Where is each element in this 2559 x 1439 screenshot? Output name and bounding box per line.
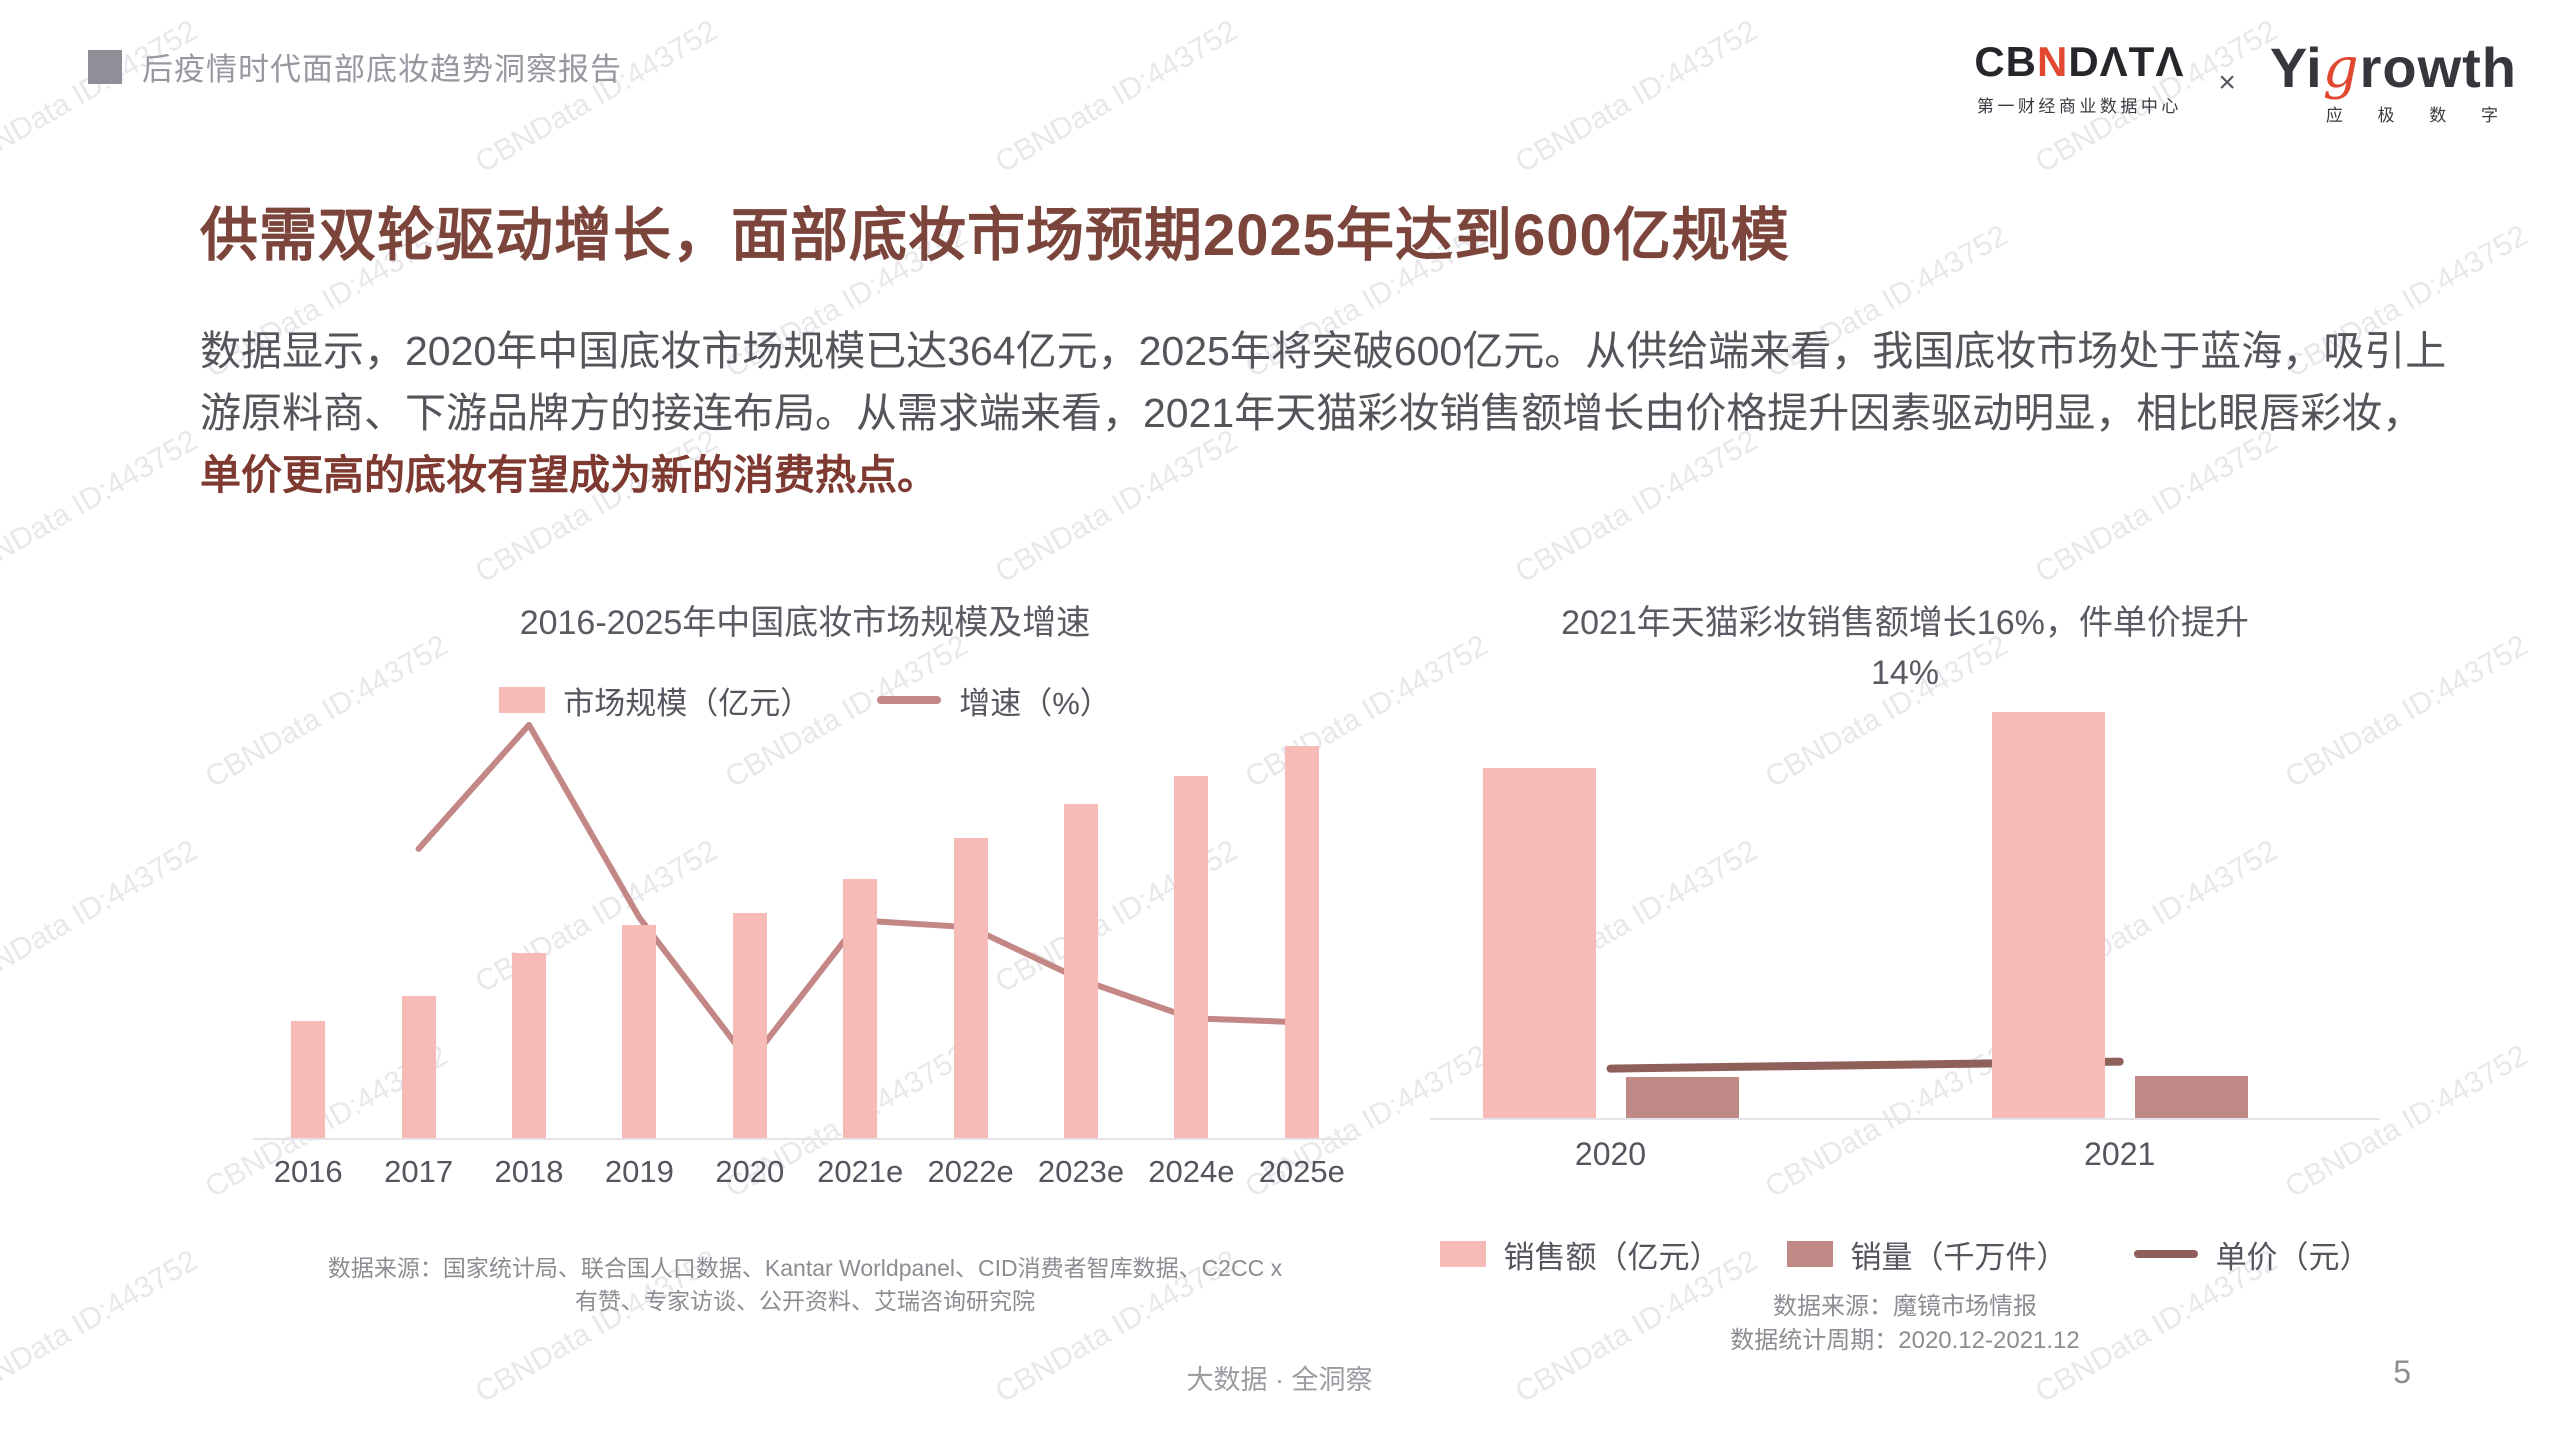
report-title: 后疫情时代面部底妆趋势洞察报告 — [142, 52, 622, 87]
market-size-bar — [1284, 746, 1319, 1138]
x-axis-label: 2022e — [927, 1154, 1014, 1189]
market-size-chart: 2016-2025年中国底妆市场规模及增速 市场规模（亿元） 增速（%） 201… — [253, 598, 1357, 1318]
volume-bar — [1625, 1077, 1739, 1118]
chart-title-line: 2021年天猫彩妆销售额增长16%，件单价提升 — [1561, 604, 2249, 642]
growth-rate-legend-swatch — [877, 696, 942, 704]
volume-legend-swatch — [1786, 1241, 1833, 1267]
footer-slogan: 大数据 · 全洞察 — [1186, 1365, 1373, 1395]
market-size-bar — [512, 953, 546, 1138]
sales-legend-swatch — [1439, 1241, 1486, 1267]
market-size-bar — [1174, 776, 1209, 1138]
market-size-bar — [843, 879, 878, 1138]
x-axis-label: 2023e — [1037, 1154, 1125, 1189]
data-source-line: 有赞、专家访谈、公开资料、艾瑞咨询研究院 — [575, 1288, 1035, 1314]
data-source-line: 数据来源：国家统计局、联合国人口数据、Kantar Worldpanel、CID… — [327, 1255, 1283, 1281]
market-size-bar — [401, 996, 436, 1138]
legend-label: 增速（%） — [959, 685, 1111, 721]
yigrowth-logo: Yigrowth 应 极 数 字 — [2270, 38, 2517, 126]
market-size-legend-swatch — [499, 687, 546, 713]
legend-label: 市场规模（亿元） — [563, 685, 812, 721]
watermark-text: CBNData ID:443752 — [0, 13, 204, 180]
body-highlight-text: 单价更高的底妆有望成为新的消费热点。 — [200, 452, 938, 498]
page-title: 供需双轮驱动增长，面部底妆市场预期2025年达到600亿规模 — [200, 203, 1790, 268]
chart-title: 2016-2025年中国底妆市场规模及增速 — [519, 604, 1091, 642]
header-square-icon — [88, 49, 122, 84]
data-source: 数据来源：魔镜市场情报 数据统计周期：2020.12-2021.12 — [1430, 1290, 2380, 1358]
sales-bar — [1991, 712, 2105, 1118]
logo-x-separator: × — [2218, 66, 2236, 99]
x-axis-label: 2018 — [494, 1154, 564, 1189]
watermark-text: CBNData ID:443752 — [469, 13, 724, 180]
chart-legend: 市场规模（亿元） 增速（%） — [253, 680, 1357, 721]
chart-title: 2021年天猫彩妆销售额增长16%，件单价提升 14% — [1430, 598, 2380, 698]
logo-group: CBNDΛTΛ 第一财经商业数据中心 × Yigrowth 应 极 数 字 — [1974, 38, 2517, 126]
plot-area — [253, 720, 1357, 1140]
x-axis-label: 2021e — [817, 1154, 904, 1189]
page-number: 5 — [2393, 1354, 2411, 1390]
body-text: 数据显示，2020年中国底妆市场规模已达364亿元，2025年将突破600亿元。… — [200, 328, 2447, 436]
x-axis-label: 2017 — [384, 1154, 454, 1189]
chart-title-line: 14% — [1870, 654, 1940, 692]
x-axis-labels: 2020 2021 — [1430, 1136, 2380, 1184]
market-size-bar — [291, 1021, 326, 1138]
data-source-line: 数据统计周期：2020.12-2021.12 — [1730, 1327, 2080, 1354]
x-axis-label: 2016 — [273, 1154, 343, 1189]
x-axis-label: 2024e — [1148, 1154, 1235, 1189]
legend-label: 销售额（亿元） — [1503, 1239, 1721, 1275]
price-legend-swatch — [2133, 1250, 2198, 1258]
market-size-bar — [622, 925, 657, 1138]
market-size-bar — [953, 838, 988, 1138]
sales-bar — [1482, 768, 1596, 1118]
x-axis-label: 2019 — [604, 1154, 674, 1189]
watermark-text: CBNData ID:443752 — [0, 833, 204, 1000]
legend-label: 销量（千万件） — [1850, 1239, 2068, 1275]
cbndata-subtitle: 第一财经商业数据中心 — [1976, 97, 2182, 116]
yigrowth-wordmark: Yigrowth — [2269, 36, 2517, 101]
watermark-text: CBNData ID:443752 — [989, 13, 1244, 180]
x-axis-labels: 2016 2017 2018 2019 2020 2021e 2022e 2023e 2024e… — [253, 1154, 1357, 1190]
legend-label: 单价（元） — [2215, 1239, 2371, 1275]
header: 后疫情时代面部底妆趋势洞察报告 — [88, 44, 622, 89]
watermark-text: CBNData ID:443752 — [1509, 13, 1764, 180]
market-size-bar — [732, 913, 767, 1138]
data-source-line: 数据来源：魔镜市场情报 — [1773, 1293, 2037, 1320]
x-axis-label: 2020 — [715, 1154, 785, 1189]
data-source: 数据来源：国家统计局、联合国人口数据、Kantar Worldpanel、CID… — [253, 1252, 1357, 1318]
x-axis-label: 2025e — [1258, 1154, 1345, 1189]
yigrowth-subtitle: 应 极 数 字 — [2325, 106, 2513, 125]
chart-legend: 销售额（亿元） 销量（千万件） 单价（元） — [1430, 1234, 2380, 1275]
watermark-text: CBNData ID:443752 — [0, 423, 204, 590]
cbndata-logo: CBNDΛTΛ 第一财经商业数据中心 — [1974, 38, 2184, 117]
volume-bar — [2134, 1076, 2248, 1118]
plot-area — [1430, 700, 2380, 1120]
x-axis-label: 2021 — [2084, 1136, 2156, 1172]
body-paragraph: 数据显示，2020年中国底妆市场规模已达364亿元，2025年将突破600亿元。… — [200, 320, 2462, 506]
cbndata-wordmark: CBNDΛTΛ — [1974, 38, 2185, 85]
tmall-sales-chart: 2021年天猫彩妆销售额增长16%，件单价提升 14% 2020 2021 销售额… — [1430, 598, 2380, 1358]
x-axis-label: 2020 — [1574, 1136, 1647, 1172]
market-size-bar — [1064, 804, 1098, 1138]
